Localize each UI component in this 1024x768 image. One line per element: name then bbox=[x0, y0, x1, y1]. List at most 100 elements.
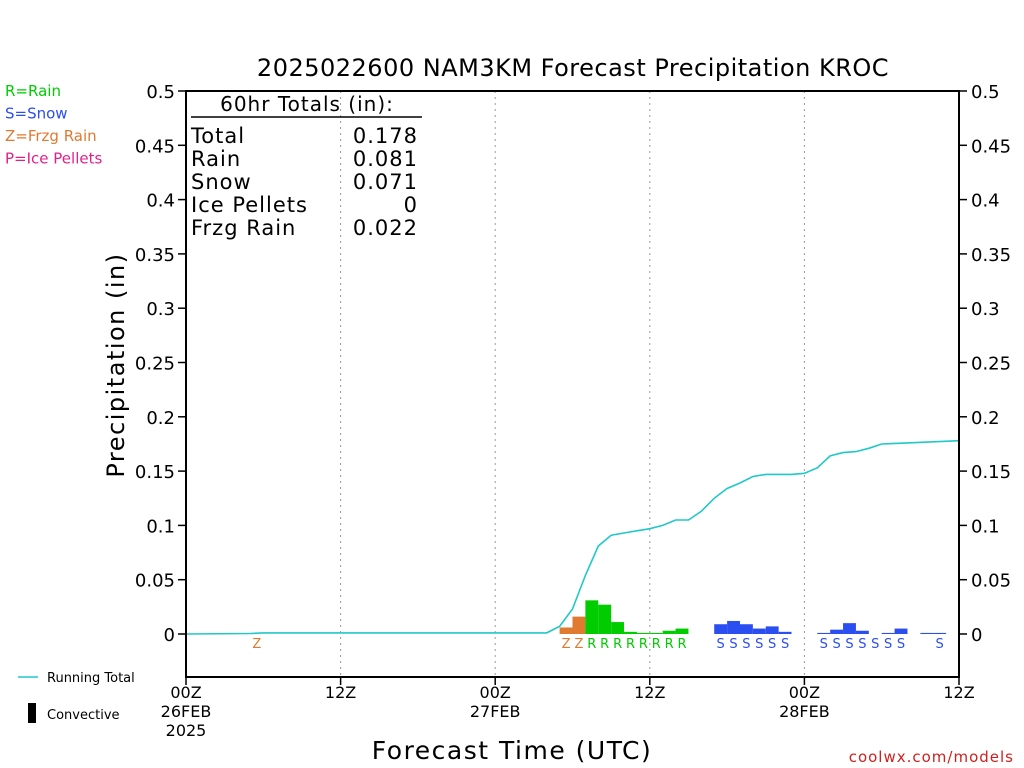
y-tick-label-left: 0.5 bbox=[146, 82, 175, 103]
x-tick-label: 27FEB bbox=[470, 702, 521, 721]
precip-bar bbox=[598, 604, 612, 634]
y-tick-label-right: 0.05 bbox=[971, 571, 1011, 592]
ptype-marker: S bbox=[845, 637, 853, 652]
vertical-gridlines bbox=[340, 91, 805, 677]
legend-entry: S=Snow bbox=[5, 105, 68, 123]
ptype-marker: S bbox=[884, 637, 892, 652]
ptype-marker: R bbox=[652, 637, 661, 652]
precip-bar bbox=[881, 632, 895, 634]
ptype-marker: R bbox=[639, 637, 648, 652]
running-total-line bbox=[185, 439, 960, 635]
y-tick-label-left: 0.1 bbox=[146, 516, 175, 537]
ptype-marker: S bbox=[832, 637, 840, 652]
totals-row-value: 0.178 bbox=[353, 124, 418, 148]
ptype-legend: R=Rain S=Snow Z=Frzg Rain P=Ice Pellets bbox=[5, 82, 102, 168]
y-tick-label-left: 0.2 bbox=[146, 408, 175, 429]
y-tick-label-left: 0.35 bbox=[135, 245, 175, 266]
ptype-marker: R bbox=[600, 637, 609, 652]
totals-row-value: 0.022 bbox=[353, 216, 418, 240]
ptype-marker: S bbox=[742, 637, 750, 652]
ptype-marker: S bbox=[936, 637, 944, 652]
precip-bar bbox=[727, 620, 740, 634]
y-axis-right: 0 0.05 0.1 0.15 0.2 0.25 0.3 0.35 0.4 0.45 0.5 bbox=[959, 82, 1011, 646]
precip-bar bbox=[675, 628, 689, 634]
precip-bar bbox=[817, 632, 831, 634]
ptype-marker: R bbox=[626, 637, 635, 652]
ptype-marker: S bbox=[858, 637, 866, 652]
totals-row-label: Frzg Rain bbox=[191, 216, 296, 240]
precip-bar bbox=[894, 628, 908, 634]
y-tick-label-right: 0.1 bbox=[971, 516, 1000, 537]
legend-entry: R=Rain bbox=[5, 82, 61, 100]
x-tick-label: 00Z bbox=[480, 683, 511, 702]
running-total-line-group bbox=[185, 439, 960, 635]
totals-heading: 60hr Totals (in): bbox=[220, 92, 394, 116]
totals-row-value: 0.071 bbox=[353, 170, 418, 194]
x-tick-label: 00Z bbox=[170, 683, 201, 702]
y-tick-label-left: 0.3 bbox=[146, 299, 175, 320]
legend-entry: Z=Frzg Rain bbox=[5, 127, 97, 145]
precip-bar bbox=[765, 626, 779, 634]
precip-bar bbox=[920, 632, 934, 634]
x-axis-label: Forecast Time (UTC) bbox=[372, 736, 652, 765]
ptype-marker: S bbox=[768, 637, 776, 652]
ptype-marker: S bbox=[781, 637, 789, 652]
x-tick-label: 26FEB bbox=[161, 702, 212, 721]
precip-bar bbox=[559, 627, 573, 634]
x-tick-label: 12Z bbox=[325, 683, 356, 702]
ptype-marker: R bbox=[613, 637, 622, 652]
y-tick-label-right: 0.4 bbox=[971, 191, 1000, 212]
y-axis-left: 0 0.05 0.1 0.15 0.2 0.25 0.3 0.35 0.4 0.45 0.5 bbox=[135, 82, 186, 646]
x-tick-label: 00Z bbox=[789, 683, 820, 702]
y-tick-label-right: 0.35 bbox=[971, 245, 1011, 266]
y-tick-label-right: 0.15 bbox=[971, 462, 1011, 483]
ptype-marker: R bbox=[677, 637, 686, 652]
ptype-marker: S bbox=[871, 637, 879, 652]
precip-bar bbox=[585, 600, 599, 634]
y-tick-label-right: 0.45 bbox=[971, 136, 1011, 157]
precip-bar bbox=[739, 624, 753, 634]
precip-bar bbox=[636, 632, 650, 634]
totals-row-label: Total bbox=[190, 124, 245, 148]
precip-bar bbox=[714, 624, 728, 634]
precip-bar bbox=[649, 632, 663, 634]
precip-bar bbox=[662, 630, 676, 634]
precip-bar bbox=[778, 631, 792, 634]
totals-row-label: Ice Pellets bbox=[191, 193, 308, 217]
ptype-marker: Z bbox=[252, 637, 261, 652]
x-tick-label: 12Z bbox=[634, 683, 665, 702]
precip-bar bbox=[933, 632, 947, 634]
y-tick-label-left: 0.25 bbox=[135, 354, 175, 375]
plot-frame bbox=[185, 90, 960, 678]
y-axis-label: Precipitation (in) bbox=[102, 252, 130, 477]
x-tick-label: 12Z bbox=[943, 683, 974, 702]
chart-title: 2025022600 NAM3KM Forecast Precipitation… bbox=[257, 54, 889, 82]
y-tick-label-right: 0 bbox=[971, 625, 982, 646]
y-tick-label-left: 0 bbox=[164, 625, 175, 646]
ptype-marker: S bbox=[755, 637, 763, 652]
bottom-legend: Running Total Convective bbox=[18, 671, 135, 723]
convective-legend-label: Convective bbox=[47, 708, 120, 723]
ptype-marker: S bbox=[897, 637, 905, 652]
y-tick-label-left: 0.45 bbox=[135, 136, 175, 157]
precip-bar bbox=[855, 630, 869, 634]
convective-legend-swatch bbox=[28, 703, 36, 723]
precip-bar bbox=[752, 628, 766, 634]
y-tick-label-right: 0.25 bbox=[971, 354, 1011, 375]
precip-bar bbox=[572, 616, 586, 634]
precip-bar bbox=[843, 623, 856, 634]
y-tick-label-right: 0.2 bbox=[971, 408, 1000, 429]
y-tick-label-left: 0.15 bbox=[135, 462, 175, 483]
ptype-marker: S bbox=[820, 637, 828, 652]
footer-credit: coolwx.com/models bbox=[849, 748, 1014, 766]
precip-bar bbox=[830, 629, 844, 634]
totals-row-label: Snow bbox=[191, 170, 252, 194]
ptype-marker: Z bbox=[562, 637, 571, 652]
y-tick-label-right: 0.5 bbox=[971, 82, 1000, 103]
precip-bar bbox=[611, 622, 625, 634]
legend-entry: P=Ice Pellets bbox=[5, 150, 102, 168]
y-tick-label-left: 0.05 bbox=[135, 571, 175, 592]
